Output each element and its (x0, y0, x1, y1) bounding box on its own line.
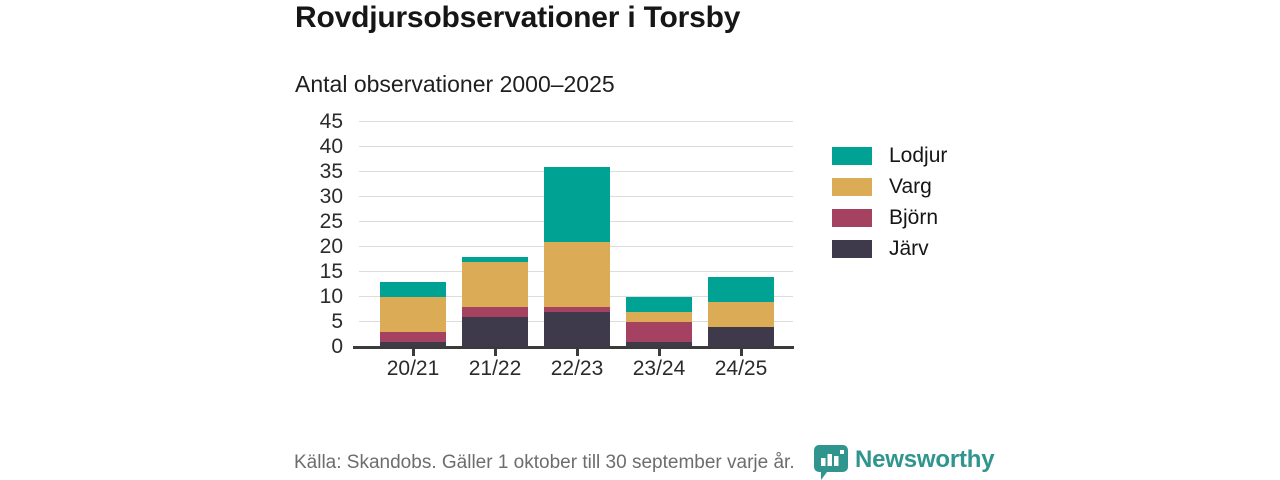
x-axis-tick (658, 349, 661, 356)
bar-segment-jarv (708, 327, 774, 347)
legend-swatch-varg (832, 177, 872, 196)
chart-subtitle: Antal observationer 2000–2025 (295, 71, 615, 97)
bar-segment-bjorn (626, 322, 692, 342)
legend-label-varg: Varg (889, 174, 932, 198)
stacked-bar-23-24 (626, 297, 692, 347)
bar-segment-varg (380, 297, 446, 332)
y-axis-label: 35 (319, 160, 343, 183)
x-axis-label: 22/23 (550, 357, 604, 380)
legend-label-bjorn: Björn (889, 205, 939, 229)
legend-swatch-lodjur (832, 146, 872, 165)
y-axis-label: 0 (331, 335, 343, 358)
bar-segment-bjorn (462, 307, 528, 317)
bar-segment-jarv (462, 317, 528, 347)
bar-segment-varg (626, 312, 692, 322)
bar-segment-bjorn (380, 332, 446, 342)
gridline-y40 (359, 146, 793, 147)
stacked-bar-24-25 (708, 277, 774, 347)
x-axis-line (353, 346, 794, 349)
bar-segment-jarv (380, 342, 446, 347)
x-axis-tick (494, 349, 497, 356)
legend-swatch-jarv (832, 239, 872, 258)
chart-legend: Lodjur Varg Björn Järv (832, 140, 947, 264)
y-axis-label: 10 (319, 285, 343, 308)
bar-segment-varg (544, 242, 610, 307)
x-axis-tick (740, 349, 743, 356)
y-axis-label: 40 (319, 135, 343, 158)
legend-label-jarv: Järv (889, 236, 929, 260)
x-axis-labels: 20/21 21/22 22/23 23/24 24/25 (359, 357, 793, 385)
y-axis-labels: 0 5 10 15 20 25 30 35 40 45 (285, 110, 343, 358)
legend-label-lodjur: Lodjur (889, 143, 948, 167)
legend-row-bjorn: Björn (832, 202, 947, 233)
bar-series (359, 122, 793, 347)
bar-segment-varg (462, 262, 528, 307)
bar-segment-varg (708, 302, 774, 327)
stacked-bar-21-22 (462, 257, 528, 347)
legend-row-lodjur: Lodjur (832, 140, 947, 171)
stacked-bar-20-21 (380, 282, 446, 347)
bar-segment-lodjur (708, 277, 774, 302)
x-axis-tick (412, 349, 415, 356)
y-axis-label: 25 (319, 210, 343, 233)
x-axis-label: 20/21 (386, 357, 440, 380)
bar-segment-lodjur (626, 297, 692, 312)
gridline-y45 (359, 121, 793, 122)
x-axis-label: 21/22 (468, 357, 522, 380)
x-axis-ticks (359, 349, 793, 357)
source-note: Källa: Skandobs. Gäller 1 oktober till 3… (294, 452, 795, 473)
x-axis-tick (576, 349, 579, 356)
y-axis-label: 20 (319, 235, 343, 258)
y-axis-label: 45 (319, 110, 343, 133)
bar-segment-lodjur (544, 167, 610, 242)
stacked-bar-22-23 (544, 167, 610, 347)
newsworthy-logo-icon (814, 445, 848, 480)
y-axis-label: 5 (331, 310, 343, 333)
bar-segment-lodjur (462, 257, 528, 262)
legend-swatch-bjorn (832, 208, 872, 227)
bar-segment-jarv (626, 342, 692, 347)
y-axis-label: 15 (319, 260, 343, 283)
legend-row-varg: Varg (832, 171, 947, 202)
page-title: Rovdjursobservationer i Torsby (295, 1, 741, 34)
bar-segment-bjorn (544, 307, 610, 312)
legend-row-jarv: Järv (832, 233, 947, 264)
newsworthy-logo-text: Newsworthy (855, 446, 995, 473)
x-axis-label: 24/25 (714, 357, 768, 380)
bar-segment-lodjur (380, 282, 446, 297)
x-axis-label: 23/24 (632, 357, 686, 380)
y-axis-label: 30 (319, 185, 343, 208)
bar-segment-jarv (544, 312, 610, 347)
